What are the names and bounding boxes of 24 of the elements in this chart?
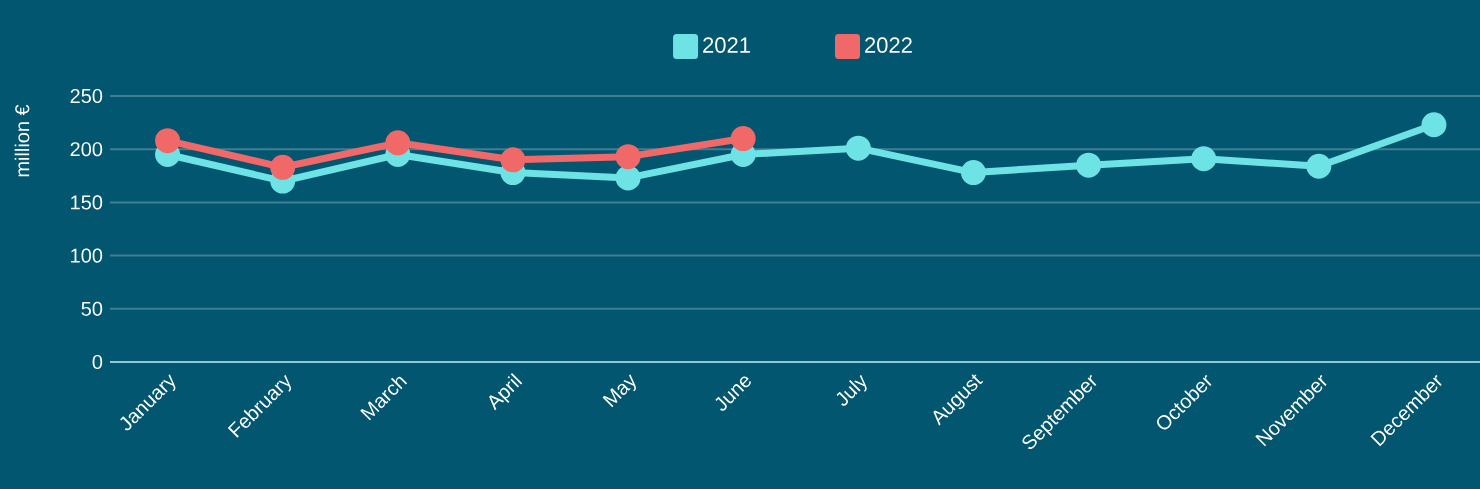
x-tick-label: July [836, 374, 867, 406]
point [615, 165, 641, 191]
point [500, 147, 526, 173]
legend-label: 2022 [865, 37, 912, 53]
point [1076, 152, 1102, 178]
point [1306, 153, 1332, 179]
point [1191, 146, 1217, 172]
y-axis-title: million € [14, 104, 30, 177]
point [730, 126, 756, 152]
point [385, 130, 411, 156]
point [270, 154, 296, 180]
point [1421, 112, 1447, 138]
legend-label: 2021 [703, 37, 750, 53]
y-tick-label: 0 [92, 354, 103, 370]
point [845, 135, 871, 161]
point [615, 144, 641, 170]
y-tick-label: 50 [81, 301, 103, 316]
y-tick-label: 100 [71, 248, 103, 263]
point [155, 128, 181, 154]
y-tick-label: 200 [70, 142, 103, 157]
point [960, 160, 986, 186]
x-tick-label: May [602, 374, 636, 408]
y-tick-label: 150 [71, 195, 103, 210]
y-tick-label: 250 [70, 88, 103, 104]
